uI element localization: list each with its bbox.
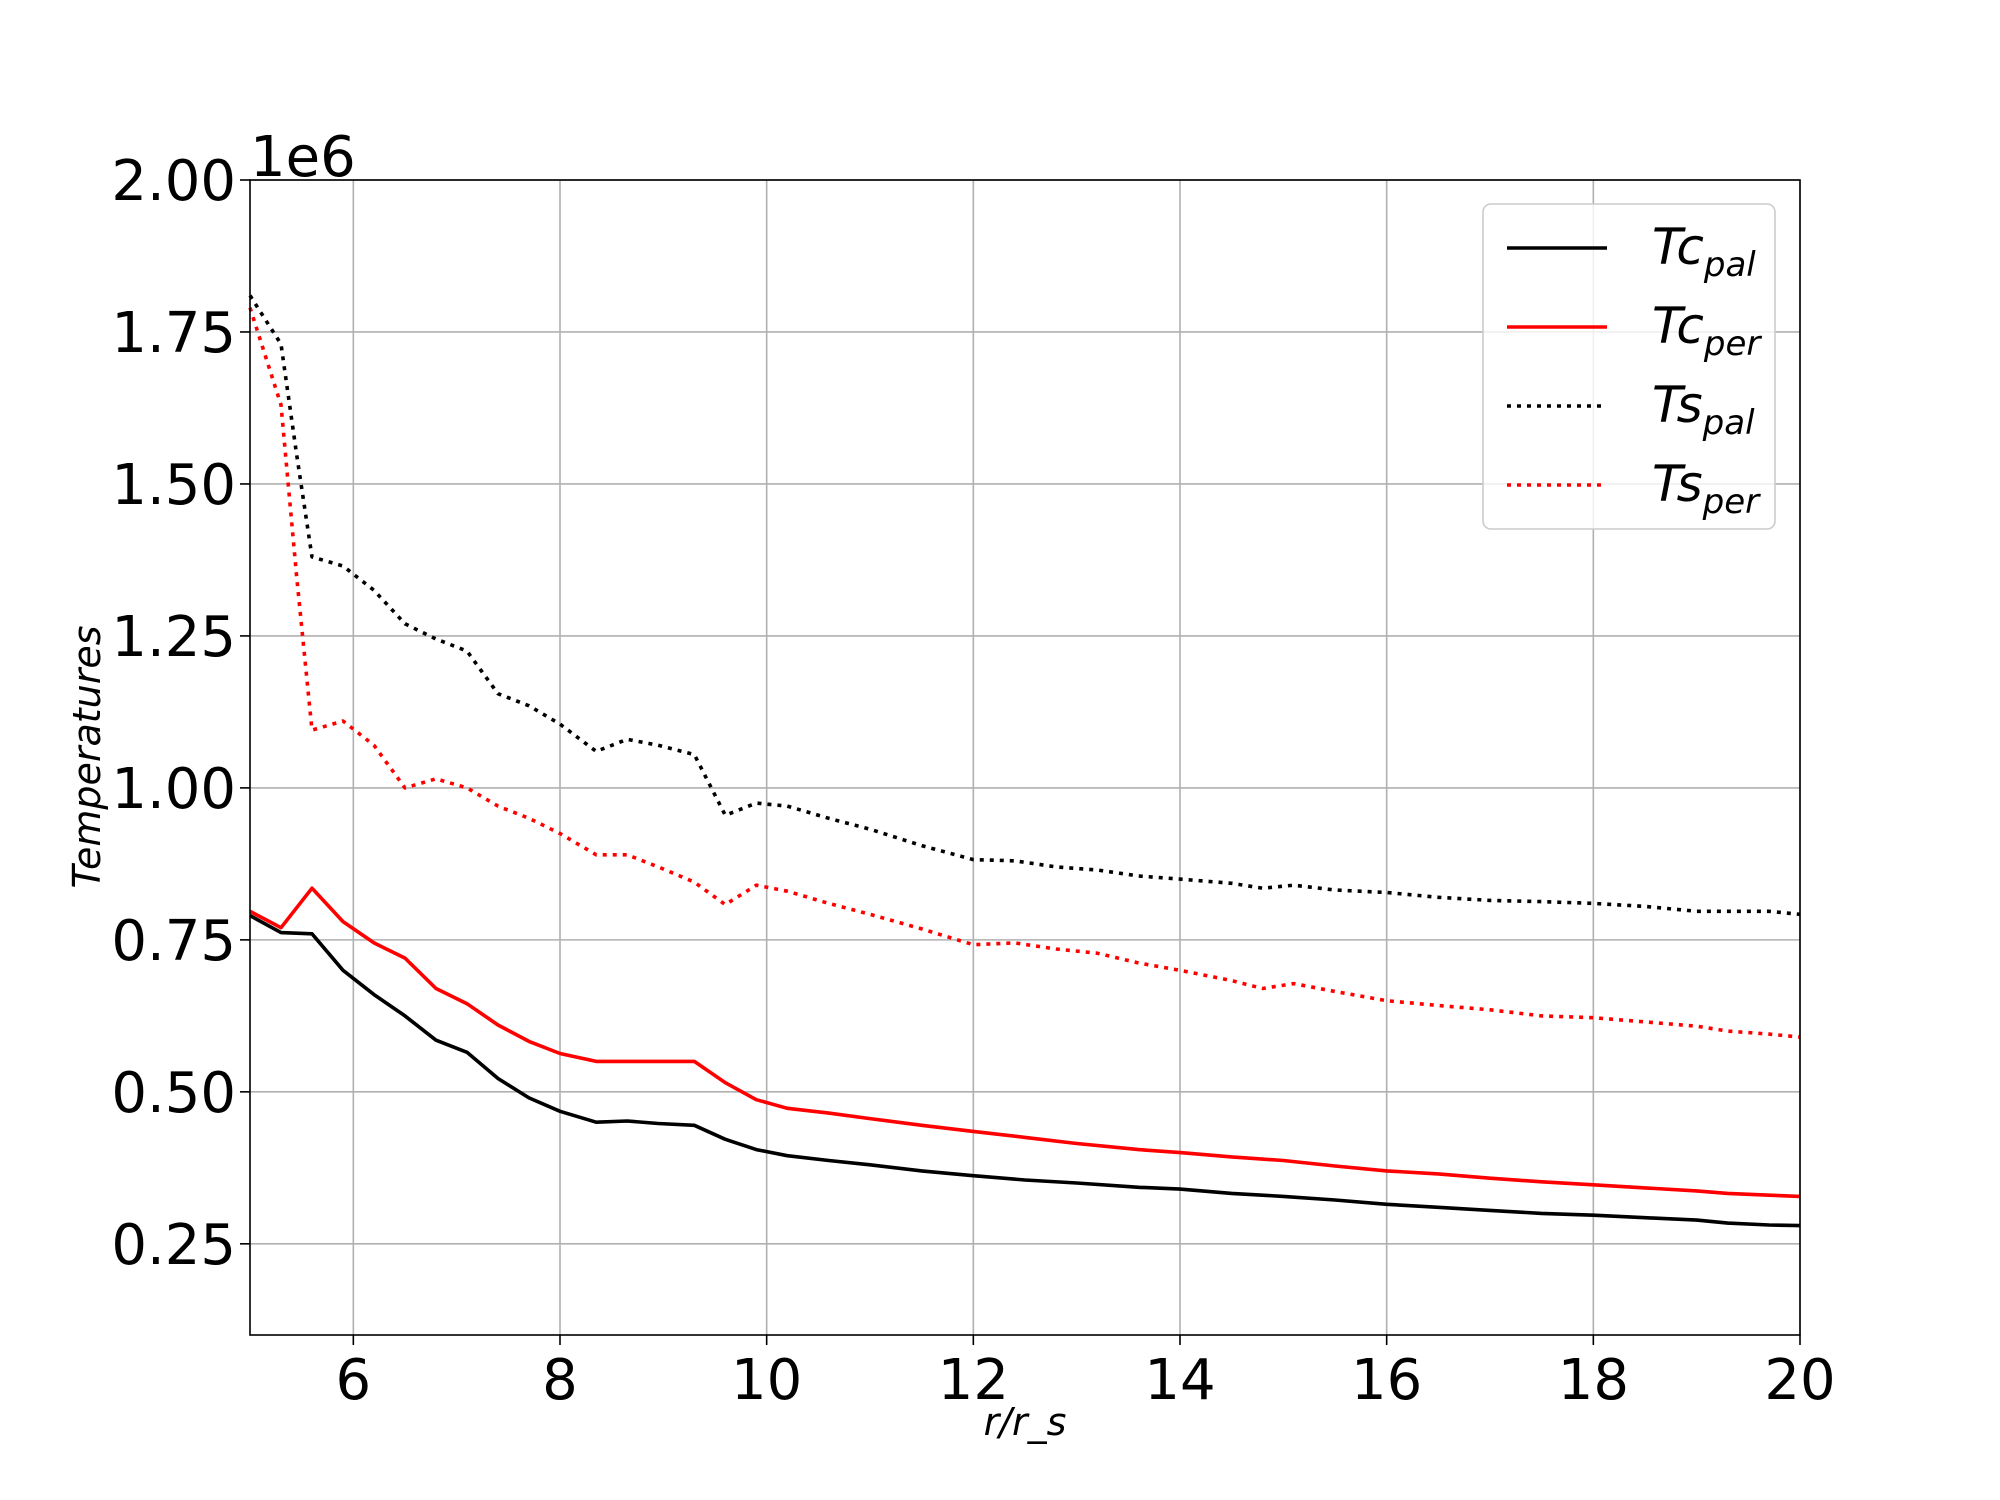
y-tick-label: 1.50	[111, 453, 236, 518]
legend-box	[1482, 203, 1776, 530]
y-tick-label: 1.75	[111, 301, 236, 366]
y-axis-offset-text: 1e6	[250, 125, 356, 190]
x-tick-label: 12	[938, 1348, 1009, 1413]
series-line-tc-pal	[249, 914, 1801, 1228]
y-tick-label: 0.75	[111, 909, 236, 974]
y-tick-label: 0.25	[111, 1213, 236, 1278]
x-tick-label: 14	[1144, 1348, 1215, 1413]
legend-label: Tspal	[1652, 376, 1755, 443]
x-axis-label-text: r/r_s	[984, 1400, 1067, 1444]
y-tick-label: 2.00	[111, 149, 236, 214]
y-tick-label: 1.25	[111, 605, 236, 670]
x-tick-label: 16	[1351, 1348, 1422, 1413]
legend-label-sub: per	[1702, 482, 1762, 522]
series-line-ts-pal	[248, 294, 1801, 917]
y-tick-label: 1.00	[111, 757, 236, 822]
legend-label-sub: per	[1703, 324, 1763, 364]
legend-label-sub: pal	[1702, 403, 1755, 443]
legend-label-main: Ts	[1652, 455, 1703, 513]
series-line-tc-per	[249, 886, 1801, 1199]
legend-label-main: Ts	[1652, 376, 1703, 434]
x-tick-label: 18	[1558, 1348, 1629, 1413]
x-axis-label: r/r_s	[984, 1400, 1067, 1444]
x-tick-label: 10	[731, 1348, 802, 1413]
legend-label-main: Tc	[1652, 218, 1704, 276]
legend-label: Tcper	[1652, 297, 1762, 364]
x-tick-label: 8	[542, 1348, 578, 1413]
plot-lines	[248, 294, 1801, 1228]
legend-label-main: Tc	[1652, 297, 1704, 355]
legend-label-sub: pal	[1703, 245, 1756, 285]
y-tick-label: 0.50	[111, 1061, 236, 1126]
series-line-ts-per	[248, 307, 1801, 1039]
legend-label: Tsper	[1652, 455, 1761, 522]
y-axis-label: Temperatures	[65, 625, 109, 888]
axis-ticks: 6 8 10 12 14 16 18 20 0.25 0.50 0.75 1.00 1.25 1.50 1.…	[111, 149, 1835, 1413]
x-tick-label: 6	[336, 1348, 372, 1413]
legend-label: Tcpal	[1652, 218, 1756, 285]
x-tick-label: 20	[1764, 1348, 1835, 1413]
plot-frame	[249, 179, 1801, 1336]
